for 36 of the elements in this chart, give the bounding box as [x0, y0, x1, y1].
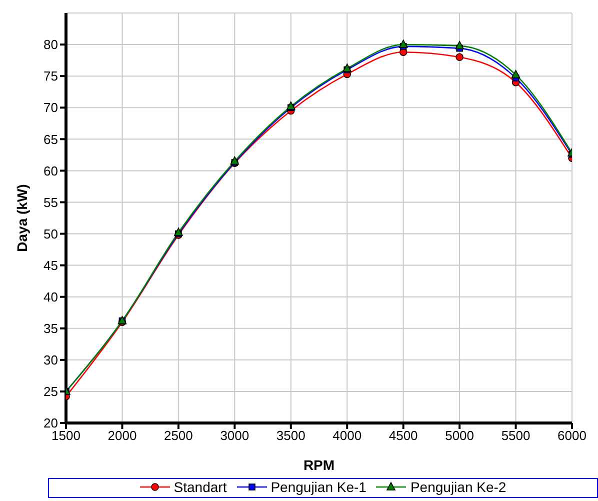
point [174, 228, 183, 236]
x-tick-label: 4500 [388, 428, 418, 444]
y-tick-label: 60 [44, 163, 58, 178]
y-tick-label: 55 [44, 194, 58, 210]
y-tick-label: 35 [44, 321, 58, 336]
x-axis-title: RPM [303, 457, 335, 473]
y-tick-label: 20 [44, 416, 58, 431]
y-tick-label: 65 [44, 132, 58, 147]
point [455, 40, 464, 50]
point [342, 64, 352, 72]
x-tick-label: 2000 [108, 428, 137, 444]
x-tick-label: 3000 [220, 428, 250, 444]
y-tick-label: 80 [44, 37, 58, 52]
point [511, 70, 520, 78]
x-tick-label: 4000 [332, 428, 362, 444]
y-tick-label: 75 [44, 68, 58, 84]
y-tick-label: 70 [44, 100, 58, 116]
x-tick-label: 1500 [52, 428, 80, 444]
point [456, 53, 464, 62]
y-tick-label: 25 [44, 384, 58, 400]
legend-label: Standart [172, 479, 227, 495]
legend-label: Pengujian Ke-1 [270, 479, 366, 495]
x-tick-label: 6000 [558, 428, 586, 444]
point [230, 156, 240, 165]
y-tick-label: 40 [44, 289, 58, 304]
y-tick-label: 50 [44, 226, 58, 242]
x-tick-label: 5000 [445, 428, 474, 444]
legend-label: Pengujian Ke-2 [409, 479, 506, 495]
point [398, 40, 408, 48]
y-axis-title: Daya (kW) [14, 184, 30, 252]
y-tick-label: 45 [44, 258, 58, 273]
x-tick-label: 2500 [164, 428, 193, 444]
point [286, 101, 296, 110]
x-tick-label: 3500 [276, 428, 306, 444]
x-tick-label: 5500 [501, 428, 530, 444]
y-tick-label: 30 [44, 352, 58, 368]
